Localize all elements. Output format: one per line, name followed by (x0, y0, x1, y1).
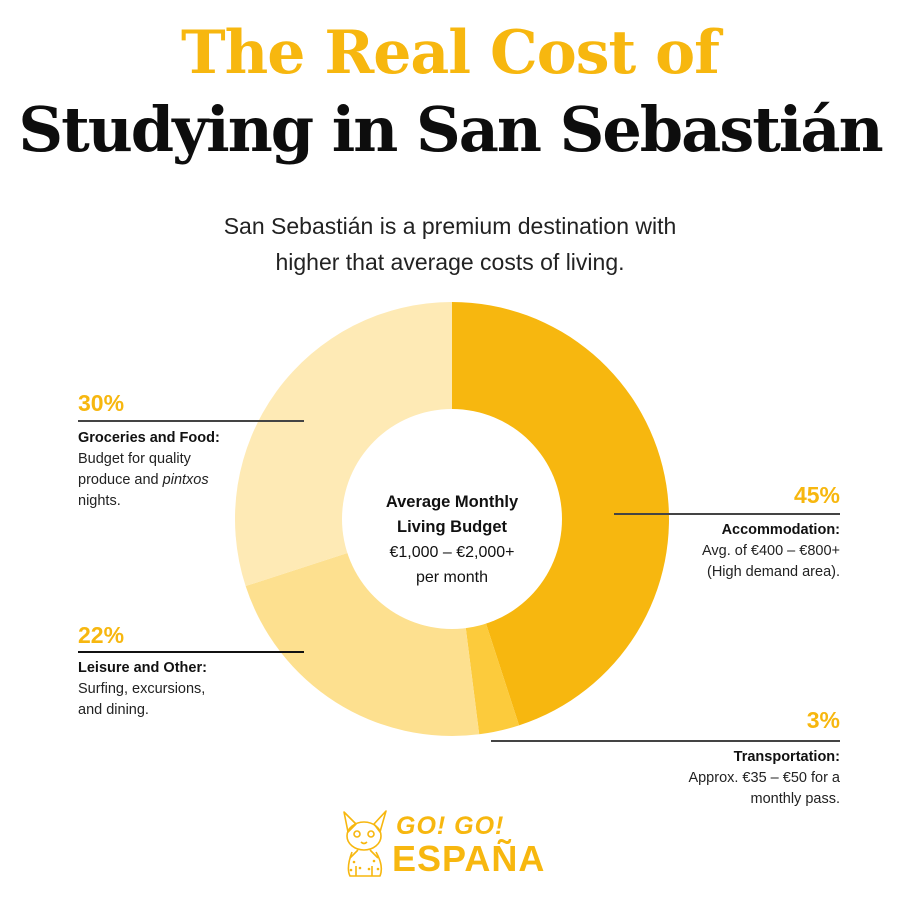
leisure-leader-line (78, 651, 304, 653)
donut-hole (342, 409, 562, 629)
title-line-1: The Real Cost of (181, 18, 720, 88)
accommodation-label: Accommodation: (721, 522, 840, 538)
center-title-1: Average Monthly (385, 493, 519, 511)
subtitle: San Sebastián is a premium destination w… (0, 208, 900, 280)
accommodation-desc-2: (High demand area). (707, 564, 840, 580)
accommodation-leader-line (614, 513, 840, 515)
gogoespana-logo: GO! GO! ESPAÑA (336, 806, 576, 886)
transportation-text: Transportation: Approx. €35 – €50 for a … (560, 747, 840, 810)
accommodation-text: Accommodation: Avg. of €400 – €800+ (Hig… (600, 520, 840, 583)
groceries-text: Groceries and Food: Budget for quality p… (78, 428, 308, 512)
transportation-label: Transportation: (733, 749, 840, 765)
logo-text-espana: ESPAÑA (392, 838, 546, 879)
callout-transportation: 3% (600, 707, 840, 733)
transportation-percent: 3% (806, 707, 840, 733)
lynx-mascot-icon (343, 810, 387, 877)
center-range: €1,000 – €2,000+ (389, 544, 515, 561)
subtitle-line-1: San Sebastián is a premium destination w… (223, 213, 677, 239)
callout-accommodation: 45% (600, 482, 840, 508)
groceries-leader-line (78, 420, 304, 422)
leisure-desc-1: Surfing, excursions, (78, 681, 206, 697)
leisure-percent: 22% (78, 622, 125, 648)
groceries-percent: 30% (78, 390, 125, 416)
accommodation-desc-1: Avg. of €400 – €800+ (701, 543, 840, 559)
center-title-2: Living Budget (397, 518, 507, 536)
transportation-desc-2: monthly pass. (750, 791, 840, 807)
donut-center-label: Average Monthly Living Budget €1,000 – €… (352, 490, 552, 590)
groceries-desc-2-text: produce and (78, 472, 163, 488)
leisure-desc-2: and dining. (78, 702, 149, 718)
groceries-desc-2-italic: pintxos (162, 472, 209, 488)
groceries-desc-1: Budget for quality (78, 451, 191, 467)
leisure-label: Leisure and Other: (78, 660, 207, 676)
logo-text-gogo: GO! GO! (396, 812, 505, 840)
center-period: per month (415, 569, 489, 586)
subtitle-line-2: higher that average costs of living. (275, 249, 625, 275)
callout-leisure: 22% (78, 622, 308, 648)
leisure-text: Leisure and Other: Surfing, excursions, … (78, 658, 308, 721)
transportation-leader-line (491, 740, 840, 742)
transportation-desc-1: Approx. €35 – €50 for a (688, 770, 840, 786)
title-line-2: Studying in San Sebastián (18, 93, 883, 166)
callout-groceries: 30% (78, 390, 308, 416)
accommodation-percent: 45% (793, 482, 840, 508)
groceries-desc-3: nights. (78, 493, 121, 509)
groceries-label: Groceries and Food: (78, 430, 220, 446)
groceries-desc-2: produce and pintxos (78, 470, 308, 491)
